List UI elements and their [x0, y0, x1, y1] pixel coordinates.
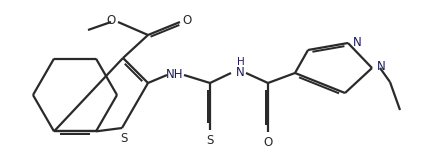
Text: S: S: [206, 133, 214, 147]
Text: O: O: [263, 135, 273, 148]
Text: NH: NH: [166, 68, 184, 82]
Text: O: O: [106, 15, 116, 28]
Text: H: H: [237, 57, 245, 67]
Text: N: N: [376, 61, 385, 73]
Text: S: S: [120, 132, 128, 145]
Text: N: N: [353, 35, 361, 49]
Text: N: N: [235, 66, 244, 80]
Text: O: O: [182, 15, 192, 28]
